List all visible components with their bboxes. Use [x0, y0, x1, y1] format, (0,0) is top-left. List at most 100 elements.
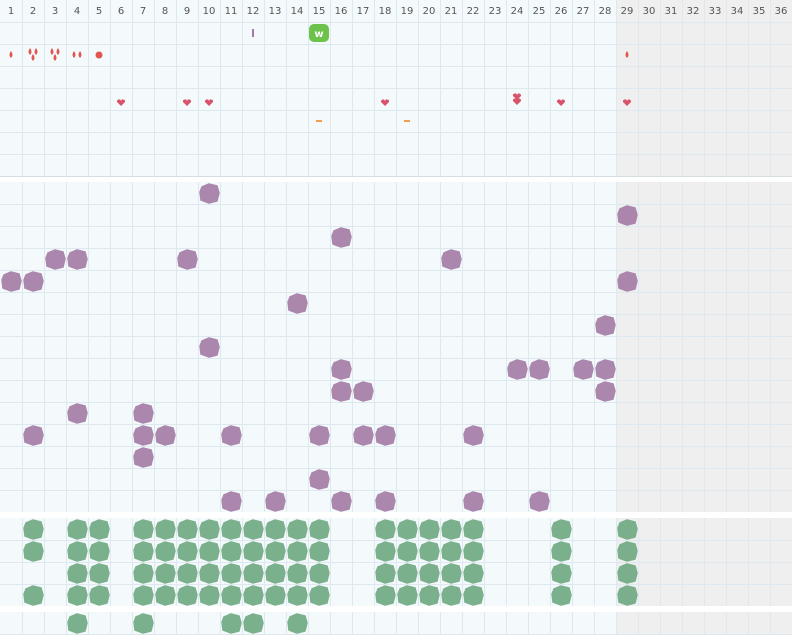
drop — [34, 48, 38, 55]
entry-blob — [309, 469, 330, 490]
entry-blob — [221, 491, 242, 512]
drop — [53, 54, 57, 61]
entry-blob — [1, 271, 22, 292]
entry-blob — [551, 563, 572, 584]
day-number: 12 — [247, 6, 260, 17]
entry-blob — [199, 183, 220, 204]
day-number: 14 — [291, 6, 304, 17]
entry-blob — [441, 585, 462, 606]
day-number: 21 — [445, 6, 458, 17]
entry-blob — [67, 403, 88, 424]
day-number: 15 — [313, 6, 326, 17]
drop — [28, 48, 32, 55]
entry-blob — [617, 563, 638, 584]
entry-blob — [265, 491, 286, 512]
entry-blob — [551, 541, 572, 562]
entry-blob — [155, 519, 176, 540]
entry-blob — [463, 425, 484, 446]
entry-blob — [331, 227, 352, 248]
drop — [50, 48, 54, 55]
gap — [0, 177, 792, 182]
entry-blob — [617, 585, 638, 606]
entry-blob — [177, 563, 198, 584]
entry-blob — [23, 519, 44, 540]
entry-blob — [265, 541, 286, 562]
entry-blob — [617, 519, 638, 540]
day-number: 33 — [709, 6, 722, 17]
entry-blob — [287, 293, 308, 314]
entry-blob — [507, 359, 528, 380]
entry-blob — [67, 541, 88, 562]
entry-blob — [309, 519, 330, 540]
heart — [116, 99, 126, 106]
entry-blob — [177, 519, 198, 540]
entry-blob — [133, 425, 154, 446]
entry-blob — [617, 541, 638, 562]
drop — [78, 51, 82, 58]
dash — [316, 120, 322, 122]
day-number: 30 — [643, 6, 656, 17]
entry-blob — [419, 585, 440, 606]
drop — [72, 51, 76, 58]
badge-label: w — [314, 29, 323, 40]
entry-blob — [221, 425, 242, 446]
dash — [404, 120, 410, 122]
entry-blob — [397, 563, 418, 584]
entry-blob — [89, 563, 110, 584]
entry-blob — [595, 315, 616, 336]
day-number: 35 — [753, 6, 766, 17]
entry-blob — [353, 381, 374, 402]
entry-blob — [397, 519, 418, 540]
entry-blob — [595, 359, 616, 380]
day-number: 31 — [665, 6, 678, 17]
entry-blob — [375, 491, 396, 512]
entry-blob — [67, 613, 88, 634]
entry-blob — [243, 519, 264, 540]
tick — [252, 29, 254, 37]
entry-blob — [133, 613, 154, 634]
entry-blob — [353, 425, 374, 446]
entry-blob — [375, 519, 396, 540]
entry-blob — [287, 519, 308, 540]
entry-blob — [133, 563, 154, 584]
entry-blob — [199, 585, 220, 606]
day-number: 7 — [140, 6, 146, 17]
entry-blob — [419, 519, 440, 540]
entry-blob — [287, 585, 308, 606]
entry-blob — [23, 541, 44, 562]
entry-blob — [441, 519, 462, 540]
entry-blob — [441, 541, 462, 562]
entry-blob — [375, 585, 396, 606]
drop — [56, 48, 60, 55]
day-number: 26 — [555, 6, 568, 17]
day-number: 24 — [511, 6, 524, 17]
entry-blob — [441, 563, 462, 584]
dot — [95, 51, 103, 59]
entry-blob — [199, 519, 220, 540]
entry-blob — [529, 359, 550, 380]
entry-blob — [177, 249, 198, 270]
entry-blob — [199, 563, 220, 584]
entry-blob — [67, 563, 88, 584]
heart — [204, 99, 214, 106]
entry-blob — [221, 563, 242, 584]
day-number: 4 — [74, 6, 80, 17]
entry-blob — [199, 337, 220, 358]
entry-blob — [221, 519, 242, 540]
day-number: 19 — [401, 6, 414, 17]
drop — [31, 54, 35, 61]
entry-blob — [177, 585, 198, 606]
entry-blob — [243, 563, 264, 584]
entry-blob — [463, 585, 484, 606]
entry-blob — [309, 563, 330, 584]
day-number: 2 — [30, 6, 36, 17]
entry-blob — [287, 541, 308, 562]
entry-blob — [23, 585, 44, 606]
heart — [380, 99, 390, 106]
entry-blob — [309, 541, 330, 562]
entry-blob — [45, 249, 66, 270]
entry-blob — [419, 541, 440, 562]
entry-blob — [287, 563, 308, 584]
heart — [512, 93, 522, 100]
